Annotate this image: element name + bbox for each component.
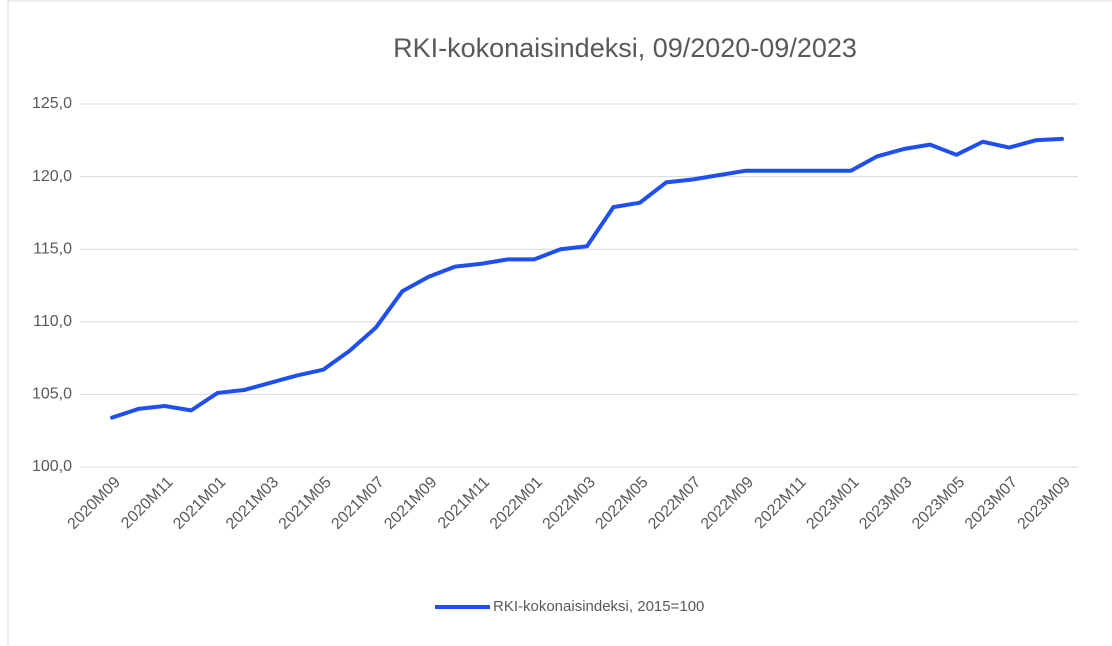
y-tick-label: 115,0 [33,240,72,257]
chart-frame [7,0,1112,646]
legend-label: RKI-kokonaisindeksi, 2015=100 [493,598,704,615]
y-tick-label: 120,0 [32,168,72,185]
y-tick-label: 105,0 [32,386,72,403]
chart-title: RKI-kokonaisindeksi, 09/2020-09/2023 [393,33,857,63]
y-tick-label: 100,0 [32,458,72,475]
y-tick-label: 125,0 [32,95,72,112]
y-tick-label: 110,0 [33,313,72,330]
data-line [110,136,1064,420]
